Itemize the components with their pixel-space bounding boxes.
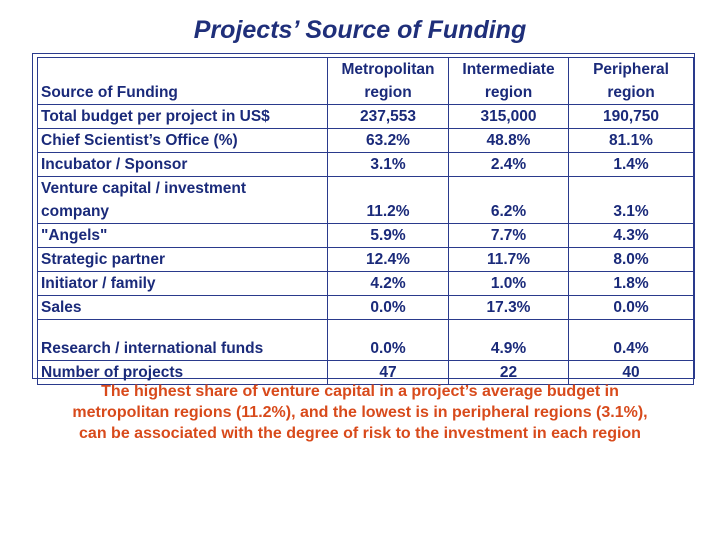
table-row: Sales 0.0% 17.3% 0.0% (37, 295, 694, 320)
table-header-row: Source of Funding Metropolitan region In… (37, 57, 694, 105)
cell-peripheral: 0.0% (568, 295, 694, 320)
caption-note: The highest share of venture capital in … (72, 383, 648, 442)
cell-metropolitan: 3.1% (327, 152, 449, 177)
row-label: Chief Scientist’s Office (%) (37, 128, 328, 153)
table-row: Total budget per project in US$ 237,553 … (37, 104, 694, 129)
header-peripheral-line1: Peripheral (593, 61, 669, 78)
funding-table-frame: Source of Funding Metropolitan region In… (32, 53, 695, 385)
header-intermediate-line1: Intermediate (462, 61, 555, 78)
row-label-line2: company (41, 203, 110, 220)
cell-peripheral: 1.4% (568, 152, 694, 177)
row-label: Venture capital / investment company (37, 176, 328, 224)
funding-table: Source of Funding Metropolitan region In… (37, 57, 694, 385)
cell-metropolitan: 12.4% (327, 247, 449, 272)
header-metropolitan-region: Metropolitan region (327, 57, 449, 105)
cell-peripheral: 4.3% (568, 223, 694, 248)
cell-metropolitan: 0.0% (327, 295, 449, 320)
cell-intermediate: 11.7% (448, 247, 569, 272)
header-metropolitan-line1: Metropolitan (341, 61, 435, 78)
table-row: Incubator / Sponsor 3.1% 2.4% 1.4% (37, 152, 694, 177)
row-label: Research / international funds (37, 319, 328, 361)
cell-metropolitan: 5.9% (327, 223, 449, 248)
cell-metropolitan: 47 (327, 360, 449, 385)
header-source-of-funding: Source of Funding (37, 57, 328, 105)
table-row: Venture capital / investment company 11.… (37, 176, 694, 224)
header-intermediate-line2: region (484, 84, 533, 101)
table-row: Research / international funds 0.0% 4.9%… (37, 319, 694, 361)
header-peripheral-region: Peripheral region (568, 57, 694, 105)
row-label: Initiator / family (37, 271, 328, 296)
row-label: Incubator / Sponsor (37, 152, 328, 177)
table-row: Number of projects 47 22 40 (37, 360, 694, 385)
cell-metropolitan: 0.0% (327, 319, 449, 361)
row-label-line1: Venture capital / investment (41, 180, 247, 197)
cell-intermediate: 7.7% (448, 223, 569, 248)
row-label: Strategic partner (37, 247, 328, 272)
cell-metropolitan: 237,553 (327, 104, 449, 129)
row-label: Total budget per project in US$ (37, 104, 328, 129)
cell-peripheral: 0.4% (568, 319, 694, 361)
page-title: Projects’ Source of Funding (193, 16, 527, 44)
cell-intermediate: 4.9% (448, 319, 569, 361)
cell-peripheral: 8.0% (568, 247, 694, 272)
row-label: Number of projects (37, 360, 328, 385)
cell-intermediate: 1.0% (448, 271, 569, 296)
cell-metropolitan: 63.2% (327, 128, 449, 153)
cell-metropolitan: 4.2% (327, 271, 449, 296)
cell-metropolitan: 11.2% (327, 176, 449, 224)
cell-intermediate: 315,000 (448, 104, 569, 129)
cell-intermediate: 2.4% (448, 152, 569, 177)
row-label: Sales (37, 295, 328, 320)
table-row: Chief Scientist’s Office (%) 63.2% 48.8%… (37, 128, 694, 153)
cell-intermediate: 48.8% (448, 128, 569, 153)
cell-peripheral: 3.1% (568, 176, 694, 224)
cell-peripheral: 1.8% (568, 271, 694, 296)
row-label: "Angels" (37, 223, 328, 248)
table-row: Strategic partner 12.4% 11.7% 8.0% (37, 247, 694, 272)
cell-peripheral: 190,750 (568, 104, 694, 129)
header-metropolitan-line2: region (364, 84, 412, 101)
header-intermediate-region: Intermediate region (448, 57, 569, 105)
cell-intermediate: 6.2% (448, 176, 569, 224)
cell-intermediate: 17.3% (448, 295, 569, 320)
header-peripheral-line2: region (607, 84, 655, 101)
cell-peripheral: 40 (568, 360, 694, 385)
table-row: "Angels" 5.9% 7.7% 4.3% (37, 223, 694, 248)
cell-peripheral: 81.1% (568, 128, 694, 153)
table-row: Initiator / family 4.2% 1.0% 1.8% (37, 271, 694, 296)
